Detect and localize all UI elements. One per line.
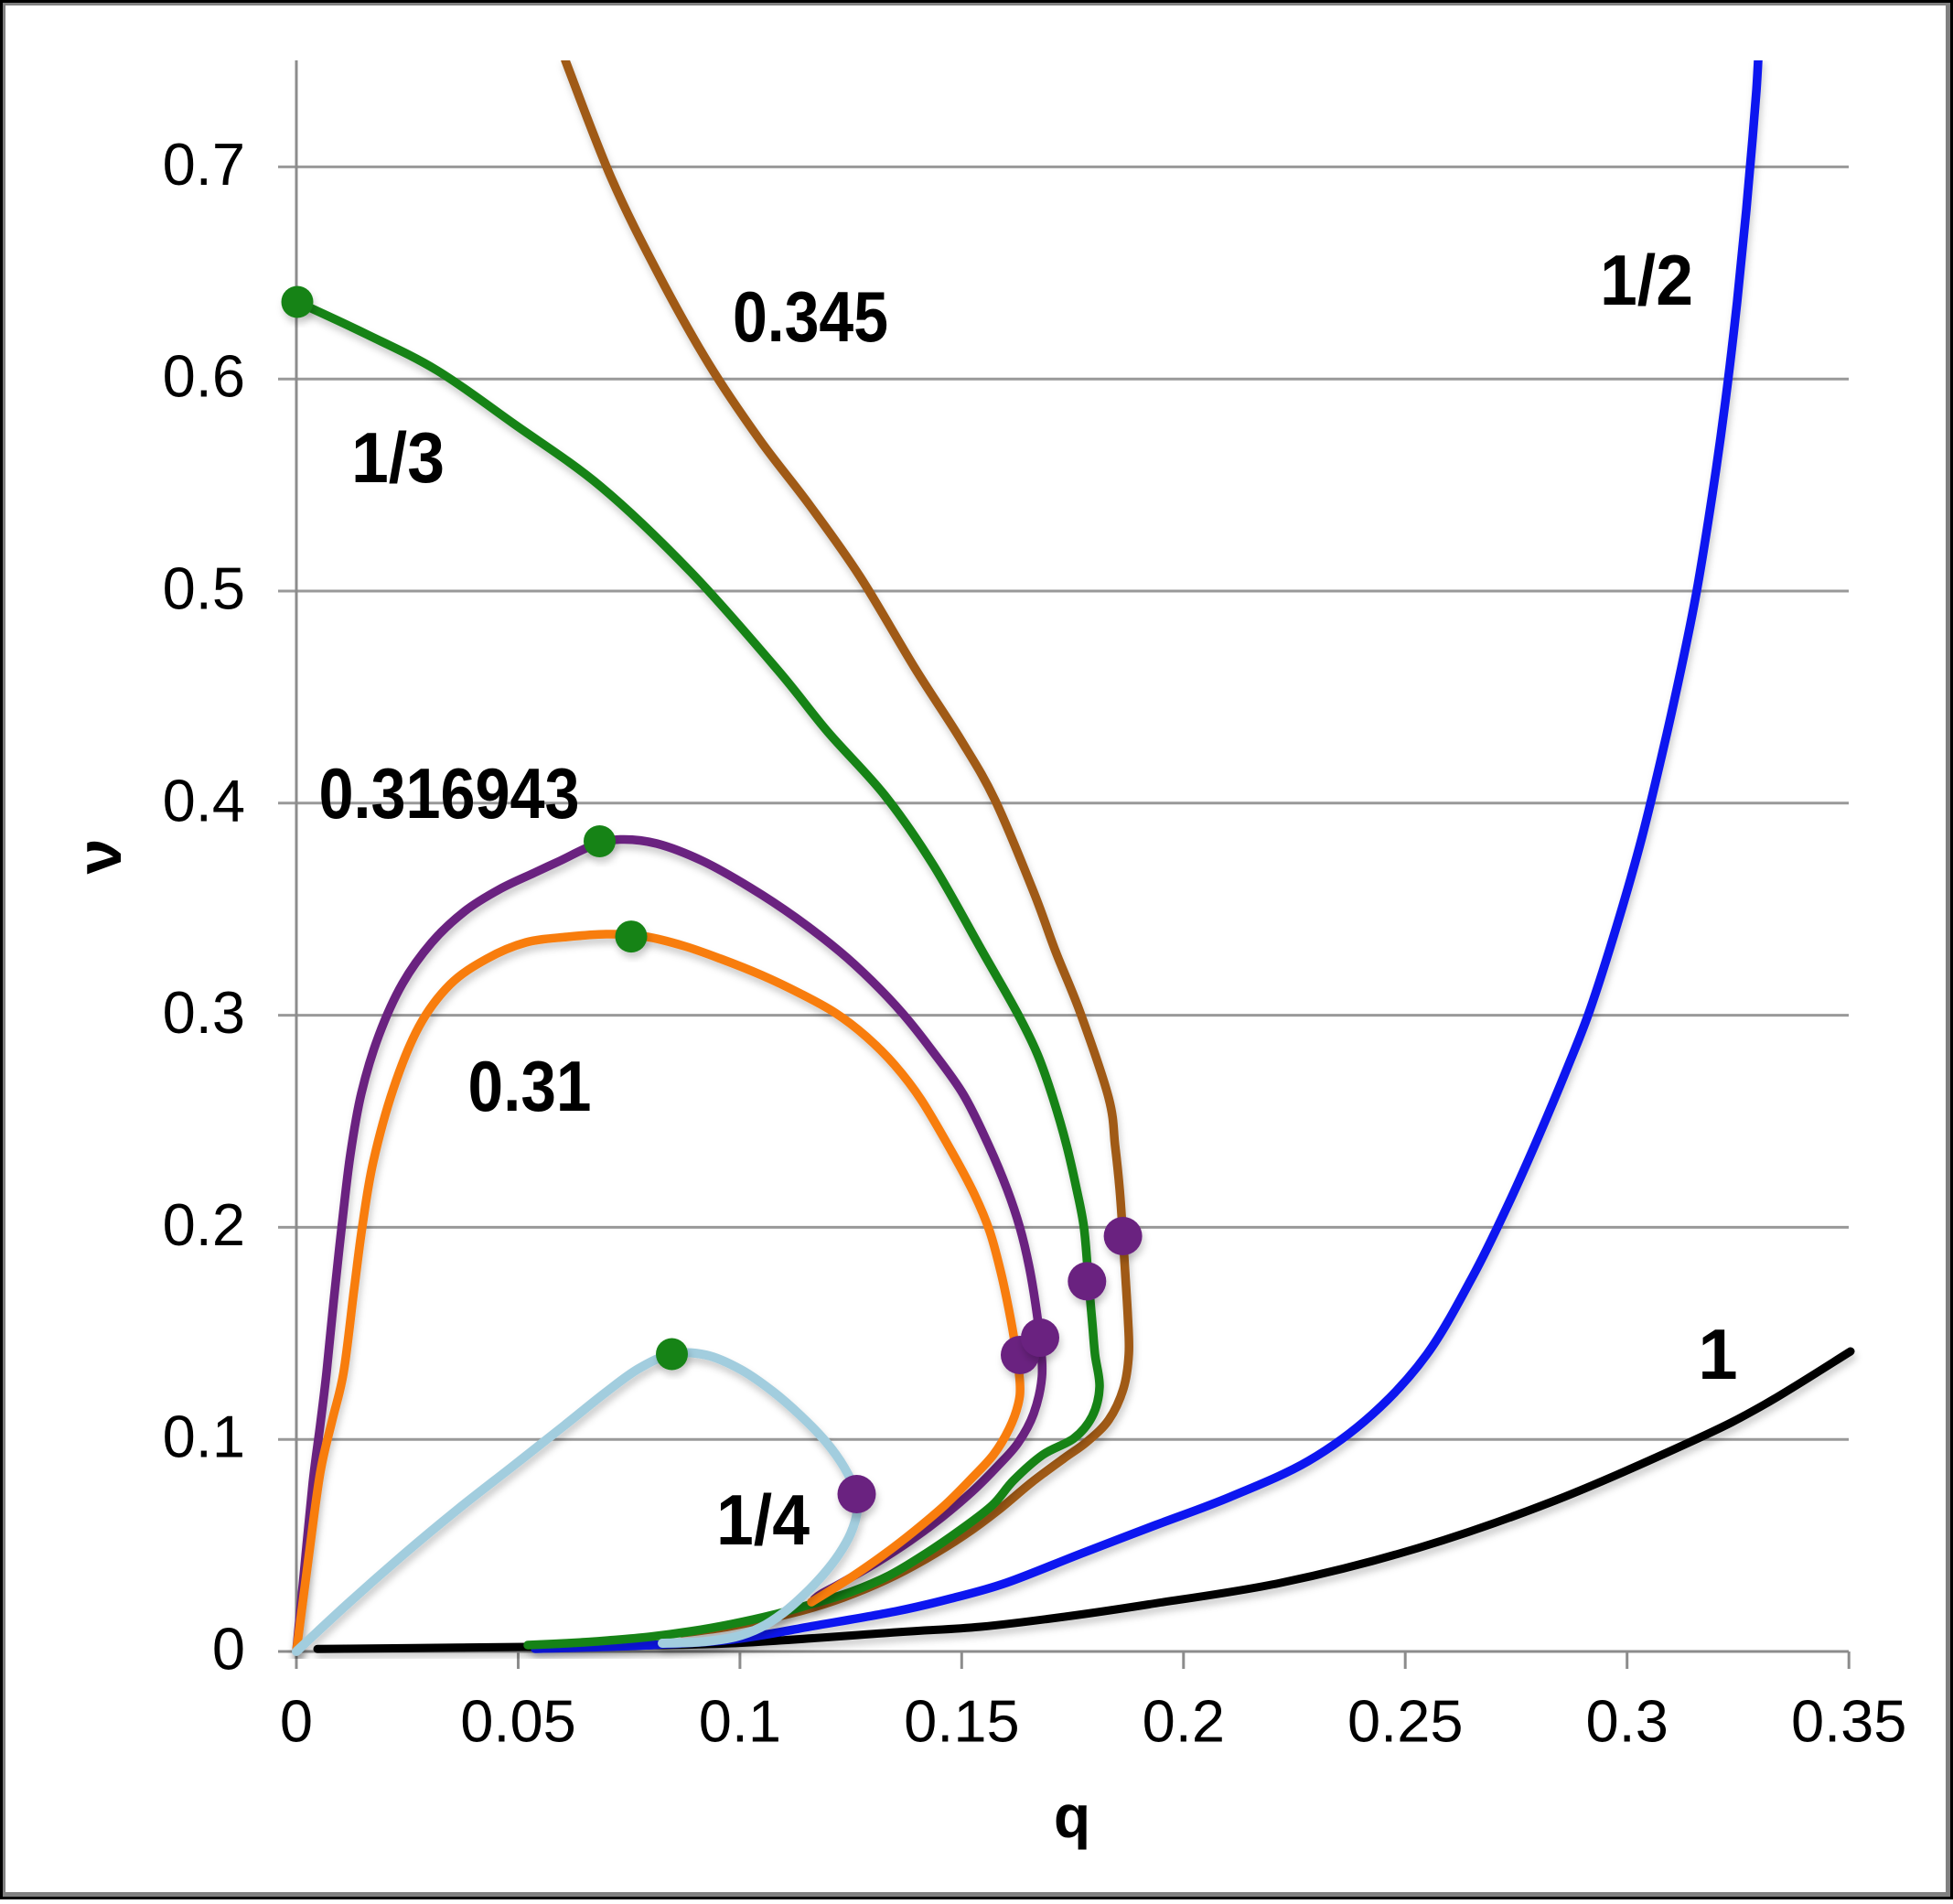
svg-text:0.345: 0.345: [733, 276, 888, 357]
svg-text:0.5: 0.5: [163, 555, 245, 622]
svg-text:1/3: 1/3: [351, 417, 445, 498]
svg-text:1: 1: [1698, 1314, 1737, 1394]
svg-text:0.05: 0.05: [460, 1688, 576, 1755]
svg-text:1/4: 1/4: [716, 1479, 810, 1560]
svg-text:0: 0: [280, 1688, 313, 1755]
svg-text:q: q: [1054, 1782, 1090, 1850]
svg-text:1/2: 1/2: [1600, 240, 1693, 320]
svg-text:0.2: 0.2: [1143, 1688, 1225, 1755]
svg-text:0: 0: [212, 1616, 245, 1683]
svg-text:0.35: 0.35: [1791, 1688, 1907, 1755]
svg-text:0.25: 0.25: [1347, 1688, 1464, 1755]
svg-text:0.316943: 0.316943: [319, 753, 580, 834]
svg-text:0.4: 0.4: [163, 767, 245, 834]
svg-text:ν: ν: [63, 839, 134, 875]
svg-text:0.6: 0.6: [163, 343, 245, 410]
svg-text:0.15: 0.15: [904, 1688, 1020, 1755]
svg-text:0.7: 0.7: [163, 131, 245, 198]
svg-text:0.1: 0.1: [699, 1688, 781, 1755]
svg-text:0.3: 0.3: [1586, 1688, 1669, 1755]
svg-text:0.3: 0.3: [163, 979, 245, 1046]
svg-text:0.31: 0.31: [468, 1046, 592, 1126]
svg-text:0.1: 0.1: [163, 1404, 245, 1470]
svg-text:0.2: 0.2: [163, 1191, 245, 1258]
